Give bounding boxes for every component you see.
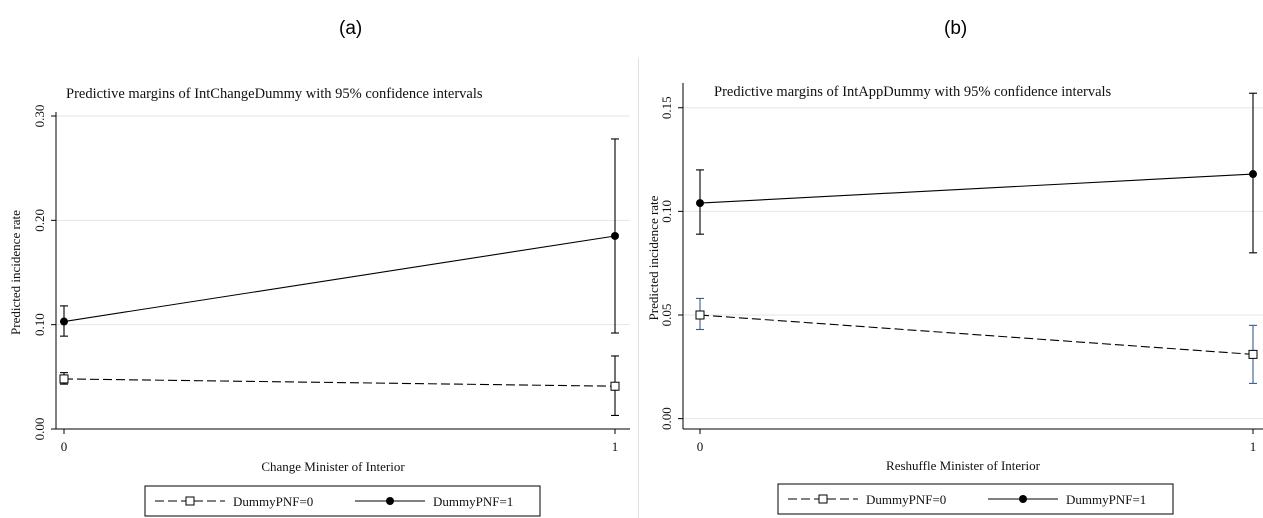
y-tick-label: 0.05 bbox=[659, 304, 674, 327]
legend-label: DummyPNF=0 bbox=[866, 492, 946, 507]
series-line-DummyPNF=1 bbox=[63, 235, 616, 323]
legend-label: DummyPNF=1 bbox=[433, 494, 513, 509]
x-tick-label: 1 bbox=[1250, 439, 1257, 454]
series-line-DummyPNF=0 bbox=[699, 314, 1254, 355]
y-tick-label: 0.00 bbox=[32, 418, 47, 441]
x-tick-label: 0 bbox=[697, 439, 704, 454]
y-axis-label: Predicted incidence rate bbox=[8, 210, 23, 335]
y-tick-label: 0.10 bbox=[32, 313, 47, 336]
data-point bbox=[695, 310, 705, 320]
y-tick-label: 0.30 bbox=[32, 105, 47, 128]
y-tick-label: 0.20 bbox=[32, 209, 47, 232]
chart-panel-b: 0.00 0.05 0.10 0.15 0 1 Predictive margins of … bbox=[646, 83, 1263, 515]
series-line-DummyPNF=0 bbox=[63, 378, 616, 387]
legend-marker bbox=[185, 496, 195, 506]
y-axis-label: Predicted incidence rate bbox=[646, 195, 661, 320]
data-point bbox=[1248, 349, 1258, 359]
y-tick-label: 0.15 bbox=[659, 96, 674, 119]
data-point bbox=[610, 381, 620, 391]
chart-title: Predictive margins of IntChangeDummy wit… bbox=[66, 86, 483, 102]
legend-marker bbox=[818, 494, 828, 504]
y-tick-label: 0.10 bbox=[659, 200, 674, 223]
data-point bbox=[696, 199, 704, 208]
panel-label-b: (b) bbox=[944, 18, 968, 39]
x-axis-label: Change Minister of Interior bbox=[261, 459, 405, 474]
data-point bbox=[59, 374, 69, 384]
data-point bbox=[60, 317, 68, 326]
x-tick-label: 0 bbox=[61, 439, 68, 454]
x-tick-label: 1 bbox=[612, 439, 619, 454]
legend-label: DummyPNF=1 bbox=[1066, 492, 1146, 507]
series-line-DummyPNF=1 bbox=[699, 173, 1254, 204]
data-point bbox=[1249, 170, 1257, 179]
panel-label-a: (a) bbox=[339, 18, 363, 39]
legend-marker bbox=[1019, 495, 1027, 503]
panel-divider bbox=[638, 58, 639, 518]
legend-label: DummyPNF=0 bbox=[233, 494, 313, 509]
chart-title: Predictive margins of IntAppDummy with 9… bbox=[714, 84, 1112, 100]
x-axis-label: Reshuffle Minister of Interior bbox=[886, 458, 1041, 473]
legend-marker bbox=[386, 497, 394, 505]
data-point bbox=[611, 231, 619, 240]
y-tick-label: 0.00 bbox=[659, 407, 674, 430]
chart-panel-a: 0.00 0.10 0.20 0.30 0 1 Predictive margins of … bbox=[8, 86, 630, 517]
